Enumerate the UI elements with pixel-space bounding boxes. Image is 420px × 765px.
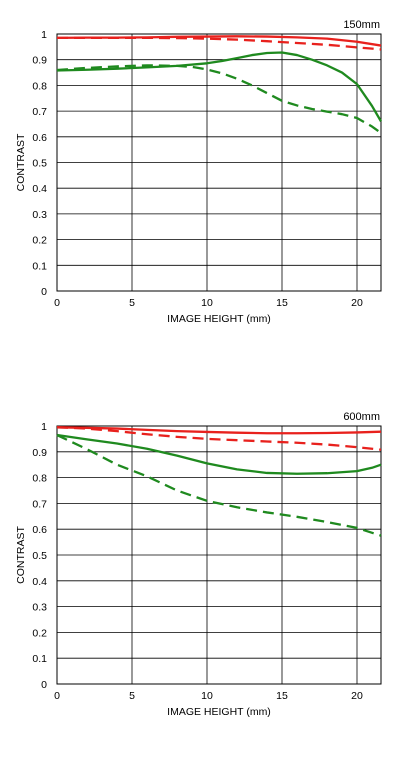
y-tick-label: 0.5 (32, 158, 47, 170)
y-tick-label: 0.1 (32, 653, 47, 665)
x-tick-label: 5 (129, 297, 135, 309)
y-tick-label: 0.9 (32, 447, 47, 459)
y-tick-label: 0.8 (32, 473, 47, 485)
y-tick-label: 1 (41, 421, 47, 433)
y-tick-label: 0.3 (32, 209, 47, 221)
green-solid-series-line (56, 433, 382, 475)
x-tick-label: 10 (201, 297, 213, 309)
y-tick-label: 0 (41, 679, 47, 691)
y-tick-label: 0.5 (32, 550, 47, 562)
red-solid-series-line (56, 426, 382, 435)
y-tick-label: 0.7 (32, 498, 47, 510)
plot-frame (56, 425, 382, 685)
x-axis-label: IMAGE HEIGHT (mm) (167, 706, 271, 718)
y-tick-label: 0.4 (32, 576, 47, 588)
plot-frame (56, 33, 382, 292)
chart-600mm: 00.10.20.30.40.50.60.70.80.910 5 10 15 20600… (15, 411, 382, 718)
chart-title: 600mm (343, 411, 380, 423)
green-solid-series-line (56, 51, 382, 122)
y-tick-label: 0.8 (32, 80, 47, 92)
green-dashed-series-line (56, 433, 382, 537)
y-tick-label: 1 (41, 29, 47, 41)
x-tick-label: 20 (351, 690, 363, 702)
y-axis-label: CONTRAST (15, 526, 27, 584)
y-axis-label: CONTRAST (15, 133, 27, 191)
x-tick-label: 20 (351, 297, 363, 309)
y-tick-label: 0.3 (32, 602, 47, 614)
y-tick-label: 0.6 (32, 132, 47, 144)
y-tick-label: 0 (41, 286, 47, 298)
red-dashed-series-line (57, 36, 382, 51)
x-tick-label: 5 (129, 690, 135, 702)
chart-150mm: 00.10.20.30.40.50.60.70.80.910 5 10 15 20150… (15, 19, 382, 325)
y-tick-label: 0.9 (32, 55, 47, 67)
y-tick-label: 0.1 (32, 260, 47, 272)
x-axis-label: IMAGE HEIGHT (mm) (167, 313, 271, 325)
x-tick-label: 15 (276, 297, 288, 309)
green-dashed-series-line (56, 64, 382, 134)
y-tick-label: 0.7 (32, 106, 47, 118)
y-tick-label: 0.2 (32, 235, 47, 247)
y-tick-label: 0.4 (32, 183, 47, 195)
red-dashed-series-line (56, 426, 382, 451)
y-tick-label: 0.2 (32, 627, 47, 639)
x-tick-label: 15 (276, 690, 288, 702)
x-tick-label: 0 (54, 297, 60, 309)
y-tick-label: 0.6 (32, 524, 47, 536)
x-tick-label: 10 (201, 690, 213, 702)
chart-title: 150mm (343, 19, 380, 31)
x-tick-label: 0 (54, 690, 60, 702)
